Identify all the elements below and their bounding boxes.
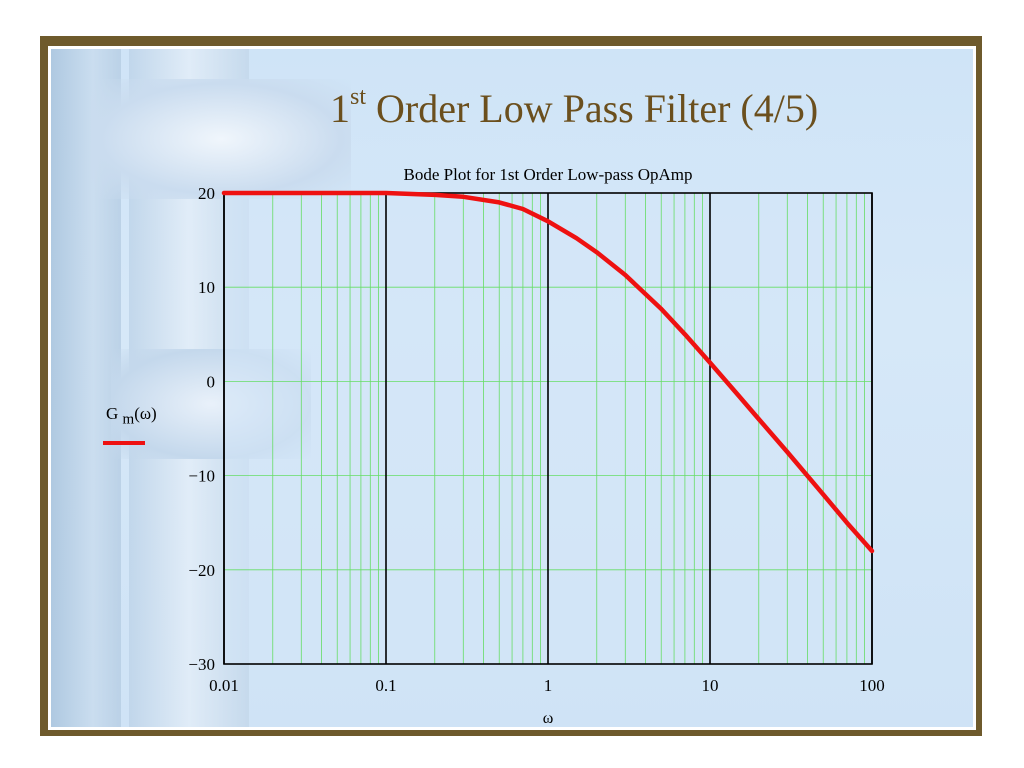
y-tick-label: 20	[198, 184, 215, 203]
title-number: 1	[330, 86, 350, 131]
y-tick-label: −30	[188, 655, 215, 674]
title-text: Order Low Pass Filter (4/5)	[366, 86, 819, 131]
y-tick-label: −20	[188, 561, 215, 580]
chart-title: Bode Plot for 1st Order Low-pass OpAmp	[404, 165, 693, 184]
legend-label: G m(ω)	[106, 404, 157, 428]
column-capital-top-decoration	[91, 79, 351, 199]
axes-layer	[223, 192, 873, 665]
x-tick-label: 10	[702, 676, 719, 695]
series-layer	[221, 190, 875, 554]
legend-subscript: m	[122, 411, 135, 428]
series-line-0	[221, 190, 875, 554]
slide-title: 1st Order Low Pass Filter (4/5)	[330, 84, 818, 132]
legend-argument: (ω)	[134, 404, 157, 423]
legend-symbol: G	[106, 404, 119, 423]
title-superscript: st	[350, 84, 367, 110]
x-tick-label: 100	[859, 676, 885, 695]
x-axis-label: ω	[543, 710, 554, 727]
x-tick-label: 0.1	[375, 676, 396, 695]
legend-line-swatch	[103, 441, 145, 445]
plot-frame	[223, 192, 873, 665]
y-tick-label: 0	[207, 372, 216, 391]
x-tick-label: 1	[544, 676, 553, 695]
x-tick-label: 0.01	[209, 676, 239, 695]
y-tick-label: −10	[188, 467, 215, 486]
y-tick-label: 10	[198, 278, 215, 297]
